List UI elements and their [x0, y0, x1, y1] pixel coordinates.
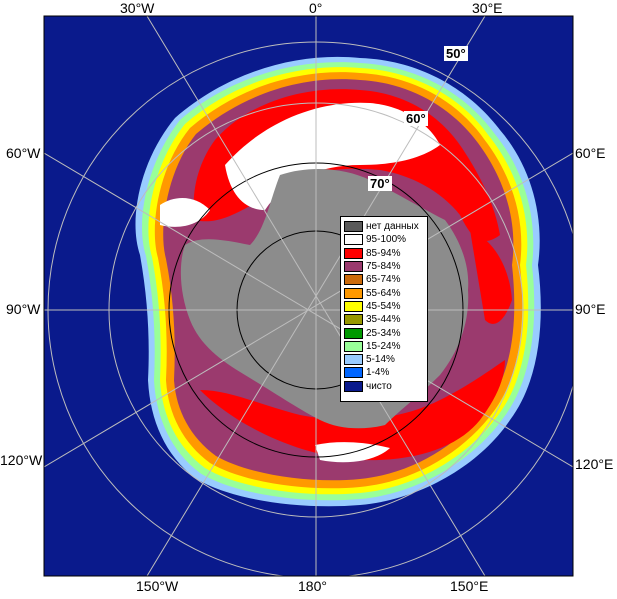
legend-label: 65-74%	[366, 274, 401, 286]
lon-label-60e: 60°E	[575, 145, 606, 161]
legend-label: 95-100%	[366, 234, 407, 246]
lon-label-90w: 90°W	[6, 301, 41, 317]
legend-swatch	[344, 354, 363, 366]
legend-label: 85-94%	[366, 247, 401, 259]
lon-label-30w: 30°W	[120, 0, 155, 16]
legend-swatch	[344, 261, 363, 273]
legend-item: 1-4%	[344, 366, 425, 379]
legend-swatch	[344, 367, 363, 379]
legend-swatch	[344, 247, 363, 259]
legend-label: 75-84%	[366, 261, 401, 273]
legend-swatch	[344, 380, 363, 392]
map-border	[43, 15, 574, 577]
legend-item: 75-84%	[344, 260, 425, 273]
ice-zone-white-west	[160, 198, 210, 227]
lat-label-70: 70°	[368, 176, 392, 191]
lat-label-60: 60°	[404, 111, 428, 126]
legend-item: 25-34%	[344, 326, 425, 339]
legend-swatch	[344, 314, 363, 326]
legend-item: 95-100%	[344, 233, 425, 246]
lon-label-0: 0°	[309, 0, 323, 16]
lon-label-180: 180°	[298, 578, 327, 594]
legend-label: 1-4%	[366, 367, 390, 379]
legend-label: чисто	[366, 380, 392, 392]
legend-label: 15-24%	[366, 340, 401, 352]
legend-label: нет данных	[366, 221, 419, 233]
legend-item: нет данных	[344, 220, 425, 233]
lat-label-50: 50°	[444, 46, 468, 61]
meridian-30e	[146, 16, 486, 576]
legend-item: 55-64%	[344, 286, 425, 299]
legend-item: 35-44%	[344, 313, 425, 326]
legend-item: 5-14%	[344, 353, 425, 366]
lon-label-90e: 90°E	[575, 301, 606, 317]
legend-label: 45-54%	[366, 300, 401, 312]
legend-item: 45-54%	[344, 300, 425, 313]
lon-label-120w: 120°W	[0, 452, 43, 468]
lon-label-150w: 150°W	[136, 578, 179, 594]
lon-label-30e: 30°E	[472, 0, 503, 16]
legend-swatch	[344, 221, 363, 233]
legend-item: 85-94%	[344, 247, 425, 260]
graticule	[44, 16, 573, 576]
legend-swatch	[344, 234, 363, 246]
legend-item: 65-74%	[344, 273, 425, 286]
legend-label: 35-44%	[366, 314, 401, 326]
meridian-60e	[44, 152, 573, 468]
legend-swatch	[344, 274, 363, 286]
map-legend: нет данных 95-100% 85-94% 75-84% 65-74% 55-64…	[340, 216, 428, 402]
lon-label-60w: 60°W	[6, 145, 41, 161]
legend-item: 15-24%	[344, 340, 425, 353]
lon-label-150e: 150°E	[450, 578, 489, 594]
legend-label: 25-34%	[366, 327, 401, 339]
ice-zone-red-south	[200, 360, 505, 461]
ice-zone-red-east	[470, 230, 512, 324]
legend-label: 55-64%	[366, 287, 401, 299]
legend-swatch	[344, 340, 363, 352]
legend-item: чисто	[344, 380, 425, 393]
lon-label-120e: 120°E	[575, 456, 614, 472]
legend-label: 5-14%	[366, 354, 395, 366]
legend-swatch	[344, 300, 363, 312]
legend-swatch	[344, 287, 363, 299]
legend-swatch	[344, 327, 363, 339]
